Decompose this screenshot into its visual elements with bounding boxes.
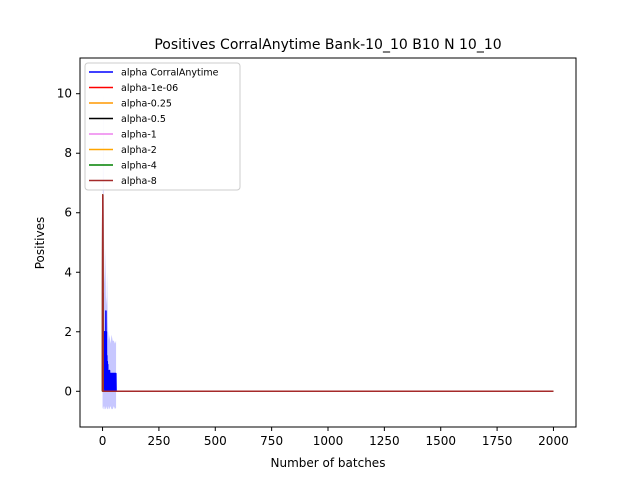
series-line-7 <box>101 194 554 393</box>
y-tick-label: 10 <box>57 87 72 101</box>
x-tick-label: 1750 <box>482 434 513 448</box>
legend-label: alpha-1 <box>121 130 157 141</box>
series-line-0 <box>101 194 554 393</box>
x-axis-label: Number of batches <box>271 456 386 470</box>
series-layer <box>101 194 554 393</box>
y-tick-label: 8 <box>64 146 72 160</box>
y-tick-label: 2 <box>64 325 72 339</box>
x-tick-label: 500 <box>204 434 227 448</box>
legend-label: alpha-0.5 <box>121 114 166 125</box>
legend-box <box>84 62 241 191</box>
x-tick-label: 750 <box>260 434 283 448</box>
x-axis-ticks: 0 250 500 750 1000 1250 1500 1750 2000 <box>99 427 569 448</box>
x-tick-label: 250 <box>147 434 170 448</box>
legend-label: alpha-2 <box>121 145 157 156</box>
x-tick-label: 0 <box>99 434 107 448</box>
legend-label: alpha CorralAnytime <box>121 68 219 79</box>
x-tick-label: 2000 <box>538 434 569 448</box>
x-tick-label: 1250 <box>369 434 400 448</box>
y-tick-label: 4 <box>64 265 72 279</box>
y-axis-label: Positives <box>33 217 47 270</box>
y-tick-label: 0 <box>64 384 72 398</box>
x-tick-label: 1000 <box>313 434 344 448</box>
legend-label: alpha-4 <box>121 161 157 172</box>
legend: alpha CorralAnytime alpha-1e-06 alpha-0.25… <box>84 62 241 191</box>
y-axis-ticks: 0 2 4 6 8 10 <box>57 87 80 398</box>
legend-label: alpha-0.25 <box>121 99 172 110</box>
x-tick-label: 1500 <box>425 434 456 448</box>
chart-title: Positives CorralAnytime Bank-10_10 B10 N… <box>154 37 501 53</box>
legend-label: alpha-1e-06 <box>121 83 178 94</box>
legend-label: alpha-8 <box>121 176 157 187</box>
y-tick-label: 6 <box>64 206 72 220</box>
